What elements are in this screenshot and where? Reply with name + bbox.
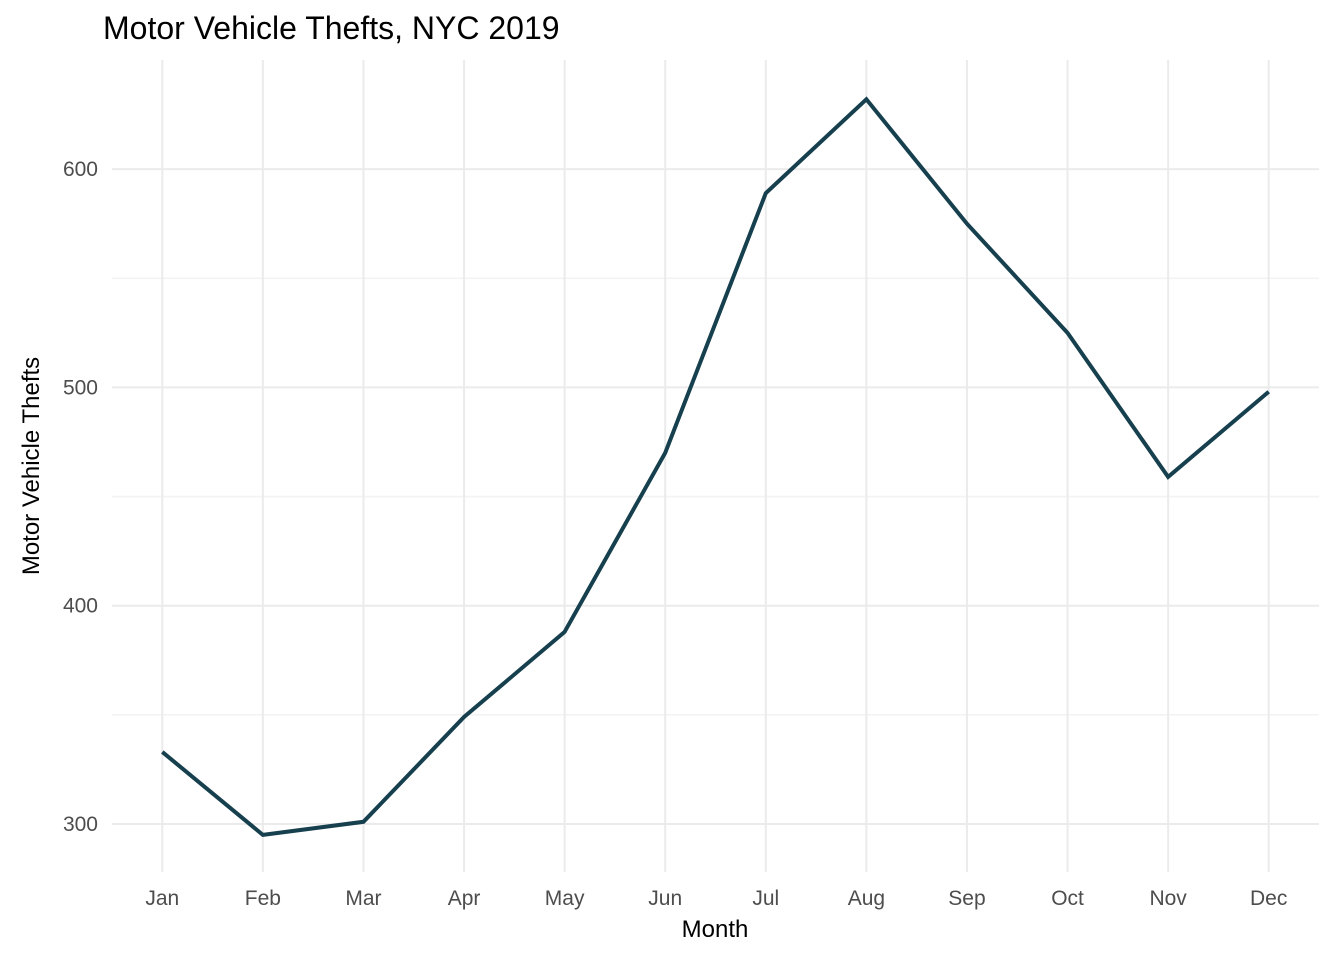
x-tick-label: May (545, 887, 585, 910)
y-tick-label: 400 (63, 595, 98, 618)
x-tick-label: Oct (1051, 887, 1084, 910)
y-tick-label: 300 (63, 813, 98, 836)
x-tick-label: Feb (245, 887, 281, 910)
x-tick-label: Jul (752, 887, 779, 910)
x-tick-label: Jan (145, 887, 179, 910)
x-axis-title: Month (681, 916, 749, 943)
x-tick-label: Aug (848, 887, 885, 910)
x-tick-label: Apr (448, 887, 481, 910)
x-tick-label: Jun (648, 887, 682, 910)
x-tick-label: Nov (1149, 887, 1187, 910)
x-tick-label: Dec (1250, 887, 1287, 910)
chart-title: Motor Vehicle Thefts, NYC 2019 (103, 10, 560, 46)
y-tick-label: 600 (63, 158, 98, 181)
y-tick-label: 500 (63, 376, 98, 399)
x-tick-label: Sep (948, 887, 985, 910)
x-tick-label: Mar (345, 887, 381, 910)
series-line (161, 96, 1271, 837)
